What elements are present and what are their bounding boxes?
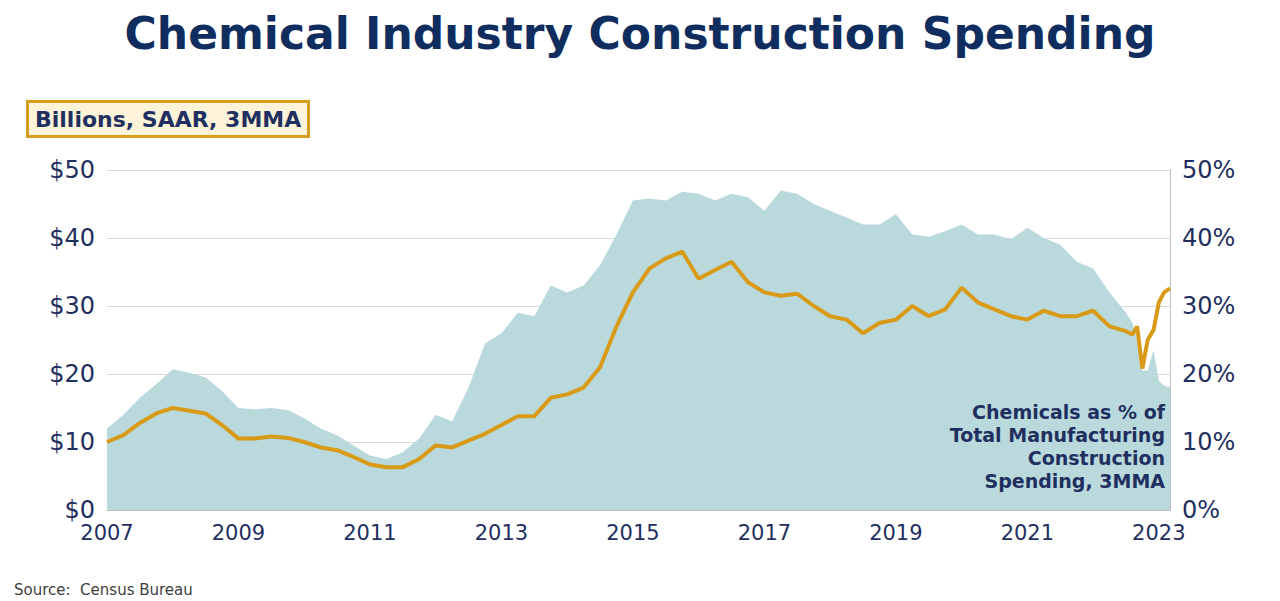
svg-text:Spending, 3MMA: Spending, 3MMA [984,470,1165,492]
svg-text:Chemical Industry Construction: Chemical Industry Construction Spending [125,8,1156,59]
svg-text:20%: 20% [1182,360,1235,388]
svg-text:Chemicals as % of: Chemicals as % of [972,401,1166,423]
svg-text:2019: 2019 [869,521,922,545]
svg-text:Construction: Construction [1028,447,1165,469]
svg-text:50%: 50% [1182,156,1235,184]
svg-text:Billions, SAAR, 3MMA: Billions, SAAR, 3MMA [35,107,301,132]
svg-text:2013: 2013 [475,521,528,545]
svg-text:2009: 2009 [212,521,265,545]
svg-text:Total Manufacturing: Total Manufacturing [950,424,1165,446]
svg-text:0%: 0% [1182,496,1220,524]
svg-text:$0: $0 [64,496,95,524]
svg-text:$50: $50 [49,156,95,184]
svg-text:2015: 2015 [606,521,659,545]
svg-text:$30: $30 [49,292,95,320]
svg-text:40%: 40% [1182,224,1235,252]
svg-text:2017: 2017 [738,521,791,545]
svg-text:30%: 30% [1182,292,1235,320]
svg-text:2021: 2021 [1001,521,1054,545]
svg-text:$10: $10 [49,428,95,456]
svg-text:$40: $40 [49,224,95,252]
svg-text:2007: 2007 [80,521,133,545]
svg-text:$20: $20 [49,360,95,388]
svg-text:10%: 10% [1182,428,1235,456]
svg-text:2011: 2011 [343,521,396,545]
svg-text:Source: Census Bureau: Source: Census Bureau [14,581,193,599]
svg-text:2023: 2023 [1132,521,1185,545]
